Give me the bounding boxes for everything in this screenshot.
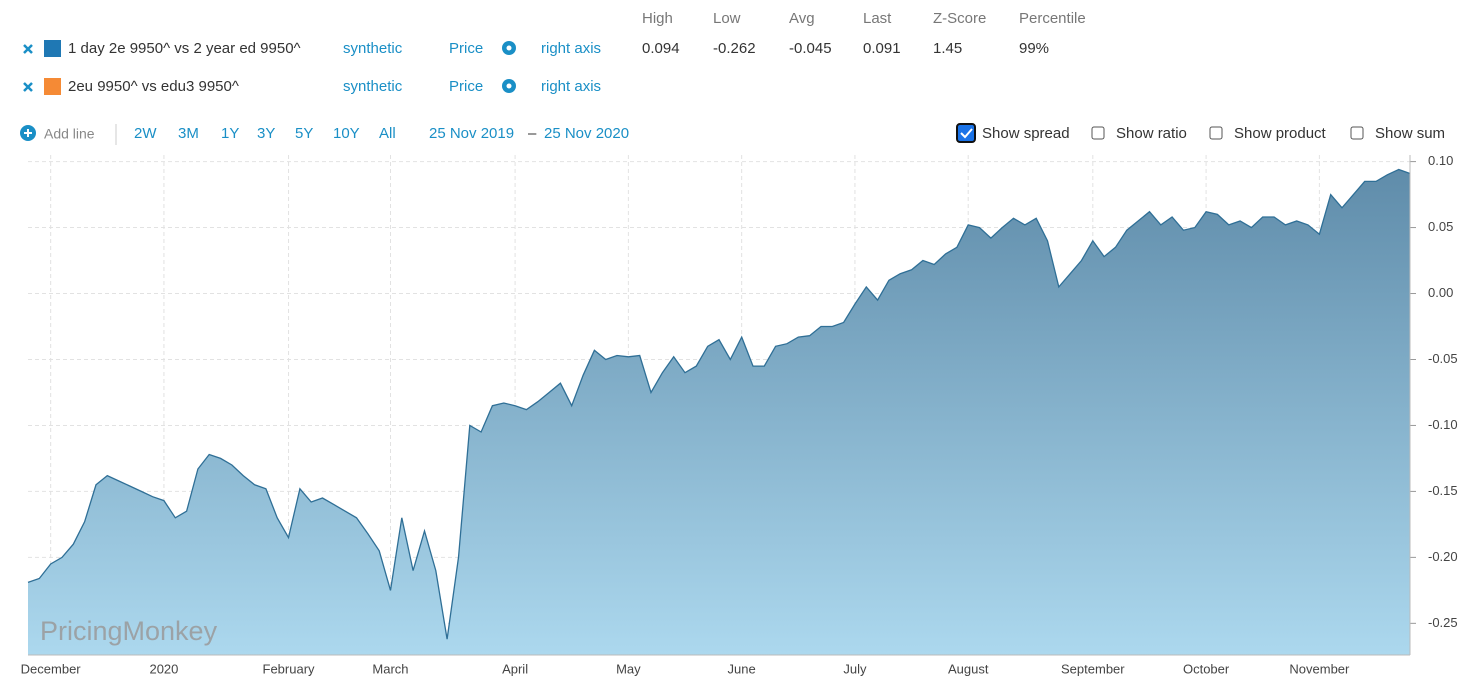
remove-icon[interactable]: [23, 44, 33, 54]
stat-value: -0.045: [789, 40, 832, 57]
y-tick-label: -0.05: [1428, 351, 1458, 366]
line: [27, 168, 1411, 640]
x-tick-label: July: [843, 661, 867, 676]
range-button[interactable]: 3M: [178, 125, 199, 142]
stat-value: 0.091: [863, 40, 901, 57]
stat-header: Avg: [789, 10, 815, 27]
series-source[interactable]: synthetic: [343, 78, 403, 95]
y-tick-label: -0.15: [1428, 483, 1458, 498]
checkbox-label[interactable]: Show spread: [982, 125, 1070, 142]
y-tick-label: 0.10: [1428, 153, 1453, 168]
x-tick-label: June: [728, 661, 756, 676]
settings-icon-hole: [506, 83, 512, 89]
date-from[interactable]: 25 Nov 2019: [429, 125, 514, 142]
x-tick-label: November: [1289, 661, 1350, 676]
stat-value: 1.45: [933, 40, 962, 57]
x-tick-label: May: [616, 661, 641, 676]
plot-area: 0.10 0.05 0.00 -0.05 -0.10 -0.15 -0.20 -0.25 Dec…: [21, 153, 1458, 676]
add-icon-plus: [24, 129, 32, 137]
range-button[interactable]: 5Y: [295, 125, 313, 142]
range-button[interactable]: All: [379, 125, 396, 142]
stat-header: High: [642, 10, 673, 27]
stat-header: Z-Score: [933, 10, 986, 27]
y-tick-label: 0.05: [1428, 219, 1453, 234]
settings-icon-hole: [506, 45, 512, 51]
date-separator: –: [528, 125, 537, 142]
y-tick-label: -0.25: [1428, 615, 1458, 630]
range-button[interactable]: 10Y: [333, 125, 360, 142]
x-tick-label: March: [372, 661, 408, 676]
series-field[interactable]: Price: [449, 40, 483, 57]
stat-header: Percentile: [1019, 10, 1086, 27]
stat-header: Last: [863, 10, 892, 27]
remove-icon[interactable]: [23, 82, 33, 92]
checkbox[interactable]: [1091, 126, 1105, 140]
x-tick-label: December: [21, 661, 82, 676]
series-axis[interactable]: right axis: [541, 78, 601, 95]
y-tick-label: -0.10: [1428, 417, 1458, 432]
checkbox-label[interactable]: Show ratio: [1116, 125, 1187, 142]
x-tick-label: April: [502, 661, 528, 676]
stat-value: 0.094: [642, 40, 680, 57]
range-button[interactable]: 3Y: [257, 125, 275, 142]
series-field[interactable]: Price: [449, 78, 483, 95]
series-swatch: [44, 40, 61, 57]
series-name: 2eu 9950^ vs edu3 9950^: [68, 78, 239, 95]
y-tick-label: -0.20: [1428, 549, 1458, 564]
series-source[interactable]: synthetic: [343, 40, 403, 57]
series-swatch: [44, 78, 61, 95]
checkbox-check: [960, 128, 973, 139]
stat-value: 99%: [1019, 40, 1049, 57]
date-to[interactable]: 25 Nov 2020: [544, 125, 629, 142]
series-axis[interactable]: right axis: [541, 40, 601, 57]
range-button[interactable]: 1Y: [221, 125, 239, 142]
checkbox[interactable]: [1350, 126, 1364, 140]
x-tick-label: 2020: [149, 661, 178, 676]
add-line[interactable]: Add line: [44, 126, 95, 142]
checkbox[interactable]: [956, 123, 976, 143]
x-tick-label: February: [263, 661, 316, 676]
x-tick-label: August: [948, 661, 989, 676]
x-tick-label: October: [1183, 661, 1230, 676]
checkbox-label[interactable]: Show product: [1234, 125, 1327, 142]
range-button[interactable]: 2W: [134, 125, 157, 142]
stat-value: -0.262: [713, 40, 756, 57]
y-tick-label: 0.00: [1428, 285, 1453, 300]
x-tick-label: September: [1061, 661, 1125, 676]
checkbox[interactable]: [1209, 126, 1223, 140]
watermark: PricingMonkey: [40, 616, 218, 646]
stat-header: Low: [713, 10, 741, 27]
series-name: 1 day 2e 9950^ vs 2 year ed 9950^: [68, 40, 301, 57]
area: [28, 169, 1410, 655]
checkbox-label[interactable]: Show sum: [1375, 125, 1445, 142]
